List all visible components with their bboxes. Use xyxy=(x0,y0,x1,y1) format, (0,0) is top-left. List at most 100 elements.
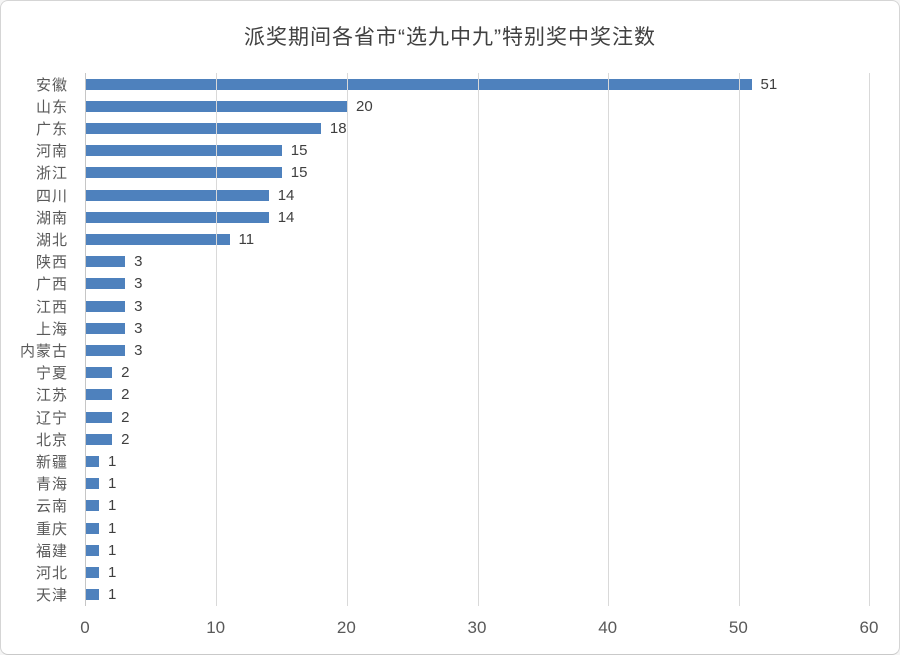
category-label-内蒙古: 内蒙古 xyxy=(19,343,68,361)
data-label: 3 xyxy=(134,342,143,360)
data-label: 2 xyxy=(121,408,130,426)
category-label-浙江: 浙江 xyxy=(35,165,68,183)
gridline-10 xyxy=(216,73,218,606)
data-label: 51 xyxy=(760,75,778,93)
bar-row: 14 xyxy=(86,206,869,228)
bar-row: 14 xyxy=(86,184,869,206)
bar-内蒙古 xyxy=(86,345,126,357)
data-label: 11 xyxy=(238,231,255,249)
category-label-四川: 四川 xyxy=(35,187,68,205)
x-tick-label-60: 60 xyxy=(859,618,879,637)
bar-row: 2 xyxy=(86,362,869,384)
data-label: 2 xyxy=(121,386,130,404)
x-tick-label-10: 10 xyxy=(206,618,226,637)
bar-新疆 xyxy=(86,456,100,468)
plot-area: 51 20 18 15 15 14 14 11 3 3 3 3 3 2 2 2 2 1 1 1 1 1 1 1 xyxy=(85,73,870,606)
category-label-辽宁: 辽宁 xyxy=(35,409,68,427)
chart-title: 派奖期间各省市“选九中九”特别奖中奖注数 xyxy=(244,26,656,49)
bar-青海 xyxy=(86,478,100,490)
bar-宁夏 xyxy=(86,367,113,379)
data-label: 3 xyxy=(134,275,143,293)
category-label-河南: 河南 xyxy=(35,143,68,161)
category-label-云南: 云南 xyxy=(35,498,68,516)
bar-row: 2 xyxy=(86,406,869,428)
bar-row: 1 xyxy=(86,561,869,583)
category-label-江苏: 江苏 xyxy=(35,387,68,405)
category-label-广西: 广西 xyxy=(35,276,68,294)
category-label-天津: 天津 xyxy=(35,587,68,605)
bar-row: 15 xyxy=(86,162,869,184)
bar-云南 xyxy=(86,500,100,512)
bar-row: 1 xyxy=(86,473,869,495)
bar-row: 1 xyxy=(86,495,869,517)
data-label: 15 xyxy=(290,142,308,160)
x-tick-label-20: 20 xyxy=(336,618,356,637)
bar-上海 xyxy=(86,322,126,334)
data-label: 14 xyxy=(277,186,295,204)
bar-row: 3 xyxy=(86,273,869,295)
data-label: 3 xyxy=(134,319,143,337)
bar-row: 3 xyxy=(86,339,869,361)
category-label-宁夏: 宁夏 xyxy=(35,365,68,383)
bar-row: 3 xyxy=(86,295,869,317)
bar-广东 xyxy=(86,123,321,134)
bar-row: 2 xyxy=(86,384,869,406)
category-label-湖南: 湖南 xyxy=(35,209,68,227)
category-label-山东: 山东 xyxy=(35,98,68,116)
data-label: 3 xyxy=(134,253,143,271)
bar-陕西 xyxy=(86,256,126,268)
category-axis-labels: 安徽山东广东河南浙江四川湖南湖北陕西广西江西上海内蒙古宁夏江苏辽宁北京新疆青海云… xyxy=(1,73,77,606)
data-label: 1 xyxy=(108,497,117,515)
gridline-60 xyxy=(869,73,870,606)
data-label: 1 xyxy=(108,519,117,537)
bar-row: 2 xyxy=(86,428,869,450)
x-tick-label-40: 40 xyxy=(598,618,618,637)
bar-row: 1 xyxy=(86,539,869,561)
bar-辽宁 xyxy=(86,411,113,423)
category-label-陕西: 陕西 xyxy=(35,254,68,272)
data-label: 15 xyxy=(290,164,308,182)
data-label: 2 xyxy=(121,364,130,382)
bar-row: 1 xyxy=(86,517,869,539)
bar-row: 11 xyxy=(86,228,869,250)
category-label-北京: 北京 xyxy=(35,431,68,449)
value-axis-labels: 0 10 20 30 40 50 60 xyxy=(1,618,899,642)
bar-河南 xyxy=(86,145,282,157)
x-tick-label-50: 50 xyxy=(728,618,748,637)
category-label-江西: 江西 xyxy=(35,298,68,316)
category-label-重庆: 重庆 xyxy=(35,520,68,538)
bar-row: 1 xyxy=(86,584,869,606)
data-label: 1 xyxy=(108,475,117,493)
data-label: 1 xyxy=(108,541,117,559)
category-label-安徽: 安徽 xyxy=(35,76,68,94)
bar-row: 3 xyxy=(86,251,869,273)
x-tick-label-0: 0 xyxy=(80,618,90,637)
data-label: 20 xyxy=(355,97,373,115)
category-label-上海: 上海 xyxy=(35,320,68,338)
bar-重庆 xyxy=(86,522,100,534)
bar-湖北 xyxy=(86,234,230,246)
bar-row: 3 xyxy=(86,317,869,339)
data-label: 3 xyxy=(134,297,143,315)
gridline-20 xyxy=(346,73,348,606)
gridline-40 xyxy=(607,73,609,606)
bar-湖南 xyxy=(86,211,269,223)
data-label: 2 xyxy=(121,430,130,448)
category-label-青海: 青海 xyxy=(35,476,68,494)
bar-广西 xyxy=(86,278,126,290)
bar-row: 15 xyxy=(86,140,869,162)
category-label-新疆: 新疆 xyxy=(35,454,68,472)
bar-天津 xyxy=(86,589,100,601)
bar-安徽 xyxy=(86,78,752,90)
x-tick-label-30: 30 xyxy=(467,618,487,637)
category-label-广东: 广东 xyxy=(35,121,68,138)
data-label: 1 xyxy=(108,453,117,471)
bar-浙江 xyxy=(86,167,282,179)
data-label: 1 xyxy=(108,564,117,582)
bar-北京 xyxy=(86,433,113,445)
category-label-湖北: 湖北 xyxy=(35,232,68,250)
gridline-30 xyxy=(477,73,479,606)
category-label-福建: 福建 xyxy=(35,542,68,560)
bar-row: 51 xyxy=(86,73,869,95)
